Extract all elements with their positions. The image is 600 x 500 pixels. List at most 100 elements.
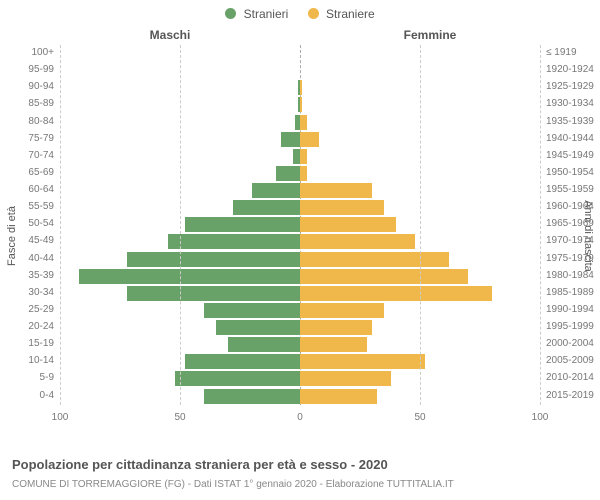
pyramid-row: 40-441975-1979 — [60, 251, 540, 268]
age-label: 15-19 — [28, 338, 60, 349]
bar-female — [300, 115, 307, 130]
age-label: 65-69 — [28, 167, 60, 178]
birth-year-label: 1985-1989 — [540, 287, 594, 298]
x-tick-label: 50 — [174, 412, 185, 423]
grid-line — [180, 45, 181, 405]
age-label: 35-39 — [28, 270, 60, 281]
bar-male — [127, 286, 300, 301]
legend-label: Stranieri — [244, 7, 289, 21]
legend-item-stranieri: Stranieri — [225, 6, 288, 21]
age-label: 5-9 — [40, 372, 60, 383]
x-tick-label: 0 — [297, 412, 303, 423]
bar-female — [300, 269, 468, 284]
birth-year-label: 1955-1959 — [540, 184, 594, 195]
birth-year-label: 2005-2009 — [540, 355, 594, 366]
x-tick-label: 50 — [414, 412, 425, 423]
bar-female — [300, 132, 319, 147]
legend: Stranieri Straniere — [0, 6, 600, 21]
bar-male — [293, 149, 300, 164]
chart-subtitle: COMUNE DI TORREMAGGIORE (FG) - Dati ISTA… — [12, 479, 588, 490]
age-label: 70-74 — [28, 150, 60, 161]
column-header-left: Maschi — [60, 28, 280, 42]
pyramid-row: 45-491970-1974 — [60, 233, 540, 250]
bar-female — [300, 320, 372, 335]
birth-year-label: 1960-1964 — [540, 201, 594, 212]
age-label: 85-89 — [28, 98, 60, 109]
birth-year-label: 1990-1994 — [540, 304, 594, 315]
birth-year-label: 1950-1954 — [540, 167, 594, 178]
bar-male — [127, 252, 300, 267]
grid-line — [540, 45, 541, 405]
birth-year-label: 1925-1929 — [540, 81, 594, 92]
chart-title-text: Popolazione per cittadinanza straniera p… — [12, 457, 588, 472]
y-axis-title-left: Fasce di età — [6, 136, 18, 336]
legend-swatch — [308, 8, 319, 19]
pyramid-row: 15-192000-2004 — [60, 336, 540, 353]
pyramid-row: 55-591960-1964 — [60, 199, 540, 216]
birth-year-label: 1975-1979 — [540, 253, 594, 264]
bar-male — [233, 200, 300, 215]
bar-female — [300, 166, 307, 181]
bar-female — [300, 371, 391, 386]
birth-year-label: 1930-1934 — [540, 98, 594, 109]
bar-female — [300, 389, 377, 404]
chart-container: Stranieri Straniere Maschi Femmine Fasce… — [0, 0, 600, 500]
bar-male — [185, 354, 300, 369]
pyramid-row: 75-791940-1944 — [60, 131, 540, 148]
birth-year-label: 2010-2014 — [540, 372, 594, 383]
age-label: 45-49 — [28, 235, 60, 246]
birth-year-label: ≤ 1919 — [540, 47, 577, 58]
pyramid-row: 100+≤ 1919 — [60, 45, 540, 62]
bar-male — [204, 303, 300, 318]
bar-female — [300, 354, 425, 369]
bar-female — [300, 217, 396, 232]
birth-year-label: 1970-1974 — [540, 235, 594, 246]
age-label: 30-34 — [28, 287, 60, 298]
bar-female — [300, 286, 492, 301]
pyramid-row: 65-691950-1954 — [60, 165, 540, 182]
pyramid-row: 20-241995-1999 — [60, 319, 540, 336]
legend-item-straniere: Straniere — [308, 6, 375, 21]
bar-male — [185, 217, 300, 232]
bar-male — [216, 320, 300, 335]
bar-female — [300, 337, 367, 352]
bar-male — [276, 166, 300, 181]
pyramid-row: 25-291990-1994 — [60, 302, 540, 319]
age-label: 55-59 — [28, 201, 60, 212]
age-label: 25-29 — [28, 304, 60, 315]
birth-year-label: 1995-1999 — [540, 321, 594, 332]
bar-female — [300, 252, 449, 267]
age-label: 80-84 — [28, 116, 60, 127]
bar-female — [300, 80, 302, 95]
bar-female — [300, 234, 415, 249]
plot-area: 100+≤ 191995-991920-192490-941925-192985… — [60, 45, 540, 425]
pyramid-row: 70-741945-1949 — [60, 148, 540, 165]
age-label: 0-4 — [40, 390, 60, 401]
rows-container: 100+≤ 191995-991920-192490-941925-192985… — [60, 45, 540, 405]
pyramid-row: 30-341985-1989 — [60, 285, 540, 302]
age-label: 100+ — [31, 47, 60, 58]
bar-female — [300, 149, 307, 164]
pyramid-row: 60-641955-1959 — [60, 182, 540, 199]
bar-female — [300, 303, 384, 318]
pyramid-row: 85-891930-1934 — [60, 96, 540, 113]
birth-year-label: 1945-1949 — [540, 150, 594, 161]
grid-line — [60, 45, 61, 405]
age-label: 75-79 — [28, 133, 60, 144]
pyramid-row: 10-142005-2009 — [60, 353, 540, 370]
age-label: 20-24 — [28, 321, 60, 332]
x-tick-label: 100 — [532, 412, 549, 423]
bar-female — [300, 200, 384, 215]
birth-year-label: 1935-1939 — [540, 116, 594, 127]
bar-male — [281, 132, 300, 147]
column-header-right: Femmine — [320, 28, 540, 42]
pyramid-row: 0-42015-2019 — [60, 388, 540, 405]
age-label: 95-99 — [28, 64, 60, 75]
age-label: 10-14 — [28, 355, 60, 366]
bar-male — [79, 269, 300, 284]
bar-female — [300, 97, 302, 112]
birth-year-label: 2000-2004 — [540, 338, 594, 349]
x-tick-label: 100 — [52, 412, 69, 423]
pyramid-row: 35-391980-1984 — [60, 268, 540, 285]
bar-male — [252, 183, 300, 198]
